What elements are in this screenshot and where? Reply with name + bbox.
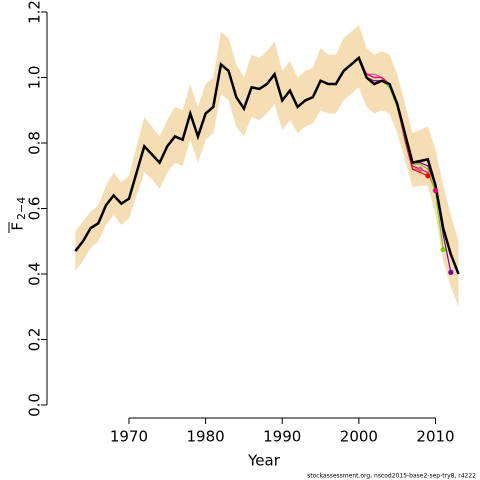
retro-end-point <box>448 269 454 275</box>
x-axis-label: Year <box>247 452 281 470</box>
y-tick-label: 0.0 <box>26 393 44 417</box>
retro-end-point <box>425 173 431 179</box>
retro-end-point <box>440 246 446 253</box>
main-line <box>74 55 460 275</box>
y-axis-label-main: F <box>9 222 27 231</box>
x-tick-label: 2010 <box>416 428 454 446</box>
x-tick-label: 2000 <box>340 428 378 446</box>
x-tick-label: 1970 <box>110 428 148 446</box>
y-tick-label: 1.0 <box>26 66 44 90</box>
retro-end-point <box>432 187 439 194</box>
retro-end-point <box>417 166 423 172</box>
y-tick-label: 1.2 <box>26 0 44 24</box>
y-axis-label-sub: 2−4 <box>15 197 28 220</box>
y-tick-label: 0.2 <box>26 328 44 352</box>
y-tick-label: 0.6 <box>26 197 44 221</box>
x-tick-label: 1990 <box>263 428 301 446</box>
footnote: stockassessment.org, nscod2015-base2-sep… <box>307 473 476 480</box>
confidence-band <box>75 25 459 307</box>
x-tick-label: 1980 <box>187 428 225 446</box>
y-axis-label: F 2−4 <box>8 197 28 233</box>
y-tick-label: 0.4 <box>26 262 44 286</box>
y-tick-label: 0.8 <box>26 131 44 155</box>
